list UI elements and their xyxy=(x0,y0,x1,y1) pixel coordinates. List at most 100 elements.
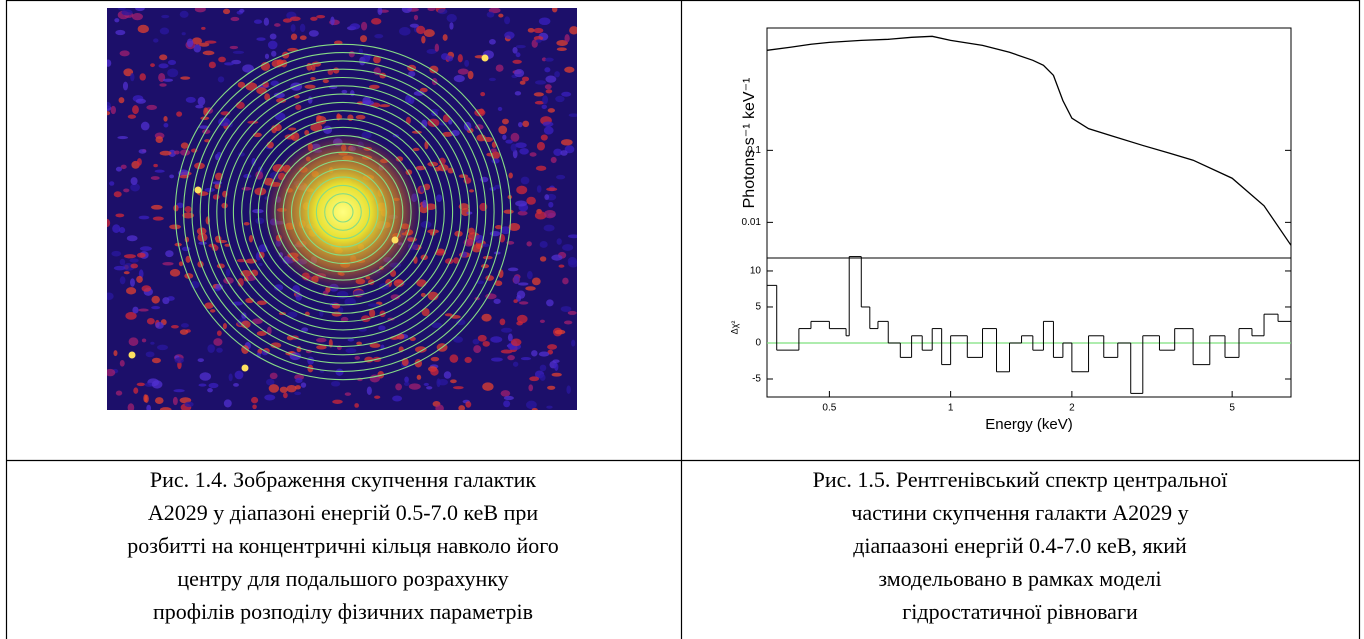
blob xyxy=(498,14,503,18)
blob xyxy=(268,41,278,50)
blob xyxy=(509,172,513,178)
blob xyxy=(354,403,359,408)
blob xyxy=(233,383,239,387)
blob xyxy=(552,6,557,12)
blob xyxy=(519,301,528,304)
blob xyxy=(504,396,514,400)
blob xyxy=(438,9,448,15)
blob xyxy=(529,376,539,381)
blob xyxy=(535,80,546,84)
caption-line: профілів розподілу фізичних параметрів xyxy=(153,599,533,624)
blob xyxy=(271,51,276,57)
blob xyxy=(120,360,125,367)
blob xyxy=(198,242,207,245)
blob xyxy=(258,263,262,266)
blob xyxy=(138,308,149,311)
blob xyxy=(350,90,355,96)
blob xyxy=(548,108,555,113)
blob xyxy=(571,340,575,347)
blob xyxy=(162,262,173,265)
blob xyxy=(422,200,427,208)
blob xyxy=(210,309,215,313)
blob xyxy=(208,383,218,388)
blob xyxy=(569,113,579,117)
blob xyxy=(348,338,355,341)
blob xyxy=(300,35,307,40)
blob xyxy=(176,111,182,116)
blob xyxy=(548,202,553,208)
blob xyxy=(526,197,536,205)
blob xyxy=(207,344,215,353)
blob xyxy=(114,18,119,22)
blob xyxy=(557,47,567,51)
blob xyxy=(350,23,360,29)
blob xyxy=(501,328,512,333)
caption-line: Рис. 1.5. Рентгенівський спектр централь… xyxy=(813,467,1229,492)
blob xyxy=(104,219,110,227)
blob xyxy=(128,403,135,412)
blob xyxy=(151,306,160,309)
blob xyxy=(141,122,150,131)
blob xyxy=(522,77,529,82)
blob xyxy=(103,102,111,109)
spectrum-chart: 0.10.01Photons s⁻¹ keV⁻¹1050-50.5125Δχ²E… xyxy=(729,28,1291,433)
caption-line: розбитті на концентричні кільця навколо … xyxy=(127,533,558,558)
blob xyxy=(399,27,411,36)
blob xyxy=(568,257,577,265)
blob xyxy=(169,174,174,178)
y-tick-label: 5 xyxy=(755,302,761,313)
blob xyxy=(335,369,343,376)
blob xyxy=(516,186,527,195)
blob xyxy=(118,6,126,10)
blob xyxy=(435,404,444,412)
blob xyxy=(295,385,301,389)
blob xyxy=(244,222,250,226)
blob xyxy=(168,60,176,65)
blob xyxy=(307,357,314,365)
blob xyxy=(331,381,340,387)
blob xyxy=(504,16,510,24)
blob xyxy=(496,64,504,71)
blob xyxy=(490,336,502,343)
blob xyxy=(537,142,545,151)
blob xyxy=(342,90,348,94)
blob xyxy=(513,362,518,367)
blob xyxy=(447,14,457,22)
blob xyxy=(233,51,244,54)
blob xyxy=(115,213,124,217)
blob xyxy=(562,244,573,251)
blob xyxy=(374,34,383,38)
blob xyxy=(136,276,143,283)
blob xyxy=(180,76,190,79)
blob xyxy=(473,345,481,353)
blob xyxy=(265,54,269,59)
blob xyxy=(283,392,288,398)
blob xyxy=(139,149,147,154)
blob xyxy=(415,346,427,352)
blob xyxy=(256,87,267,94)
blob xyxy=(493,299,500,304)
blob xyxy=(105,111,110,115)
blob xyxy=(146,105,157,110)
blob xyxy=(537,185,542,193)
blob xyxy=(546,299,554,306)
blob xyxy=(356,342,362,346)
blob xyxy=(377,7,382,15)
blob xyxy=(121,9,132,15)
blob xyxy=(159,83,166,86)
blob xyxy=(153,217,164,221)
blob xyxy=(213,194,220,199)
blob xyxy=(229,374,233,382)
blob xyxy=(554,71,560,77)
blob xyxy=(291,33,297,40)
blob xyxy=(111,106,116,114)
blob xyxy=(323,79,329,83)
blob xyxy=(236,102,245,109)
blob xyxy=(286,385,296,392)
blob xyxy=(491,148,497,152)
blob xyxy=(203,51,215,56)
blob xyxy=(264,18,269,26)
blob xyxy=(544,225,555,232)
blob xyxy=(503,210,513,214)
plot-frame xyxy=(767,28,1291,258)
